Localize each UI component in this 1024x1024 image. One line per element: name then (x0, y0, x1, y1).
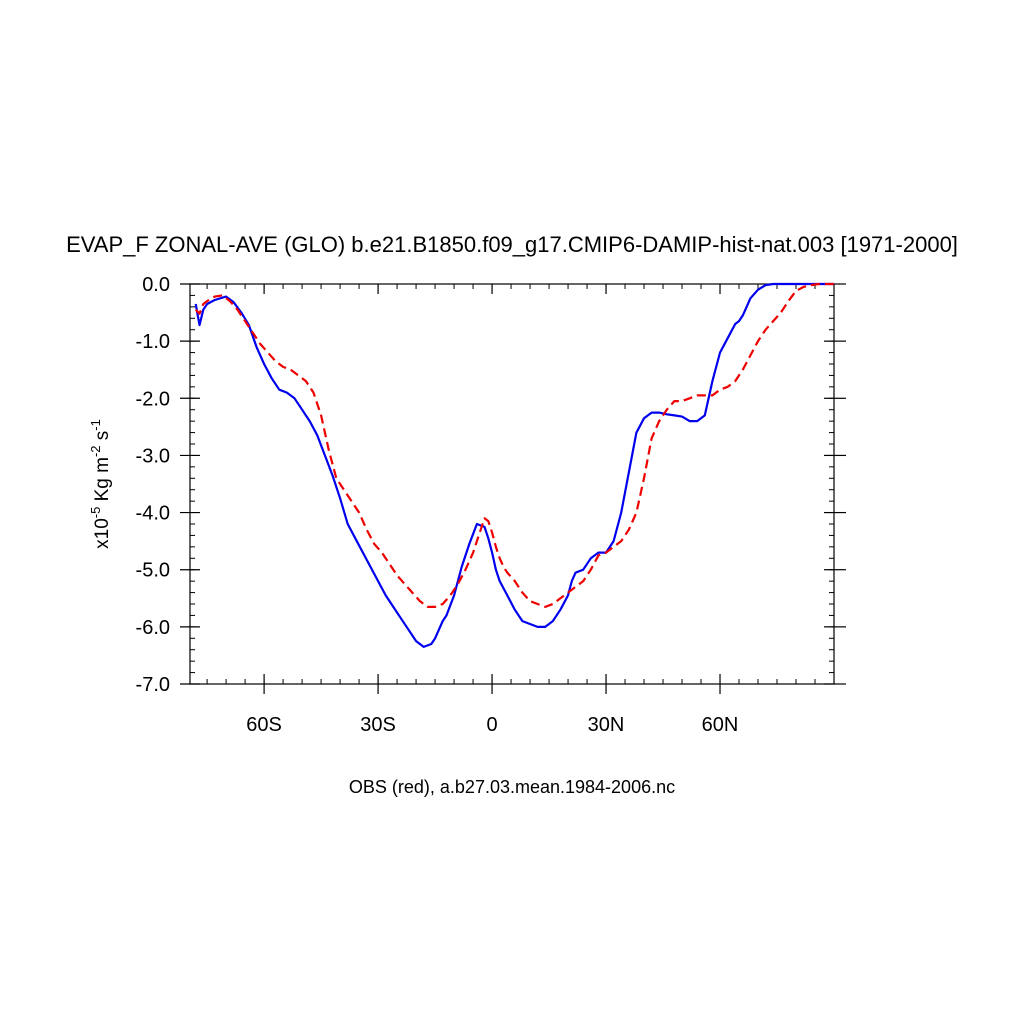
chart-footer: OBS (red), a.b27.03.mean.1984-2006.nc (349, 777, 675, 797)
y-tick-label: -5.0 (136, 560, 170, 582)
y-tick-label: -1.0 (136, 331, 170, 353)
series-line-1 (194, 282, 834, 648)
y-tick-label: -6.0 (136, 617, 170, 639)
y-tick-label: 0.0 (142, 274, 170, 296)
x-tick-label: 60N (702, 714, 739, 736)
chart-title: EVAP_F ZONAL-AVE (GLO) b.e21.B1850.f09_g… (66, 232, 958, 257)
y-tick-label: -3.0 (136, 445, 170, 467)
series-line-2 (194, 282, 834, 608)
y-tick-label: -4.0 (136, 503, 170, 525)
y-axis-label: x10-5 Kg m-2 s-1 (88, 419, 113, 549)
x-tick-label: 30N (588, 714, 625, 736)
x-tick-label: 0 (486, 714, 497, 736)
plot-area: 0.0 -1.0 -2.0 -3.0 -4.0 -5.0 -6.0 -7.0 60S 30S 0 30… (136, 274, 846, 736)
plot-frame (189, 283, 835, 685)
x-tick-label: 60S (246, 714, 282, 736)
y-tick-label: -7.0 (136, 674, 170, 696)
y-tick-label: -2.0 (136, 388, 170, 410)
x-tick-label: 30S (360, 714, 396, 736)
